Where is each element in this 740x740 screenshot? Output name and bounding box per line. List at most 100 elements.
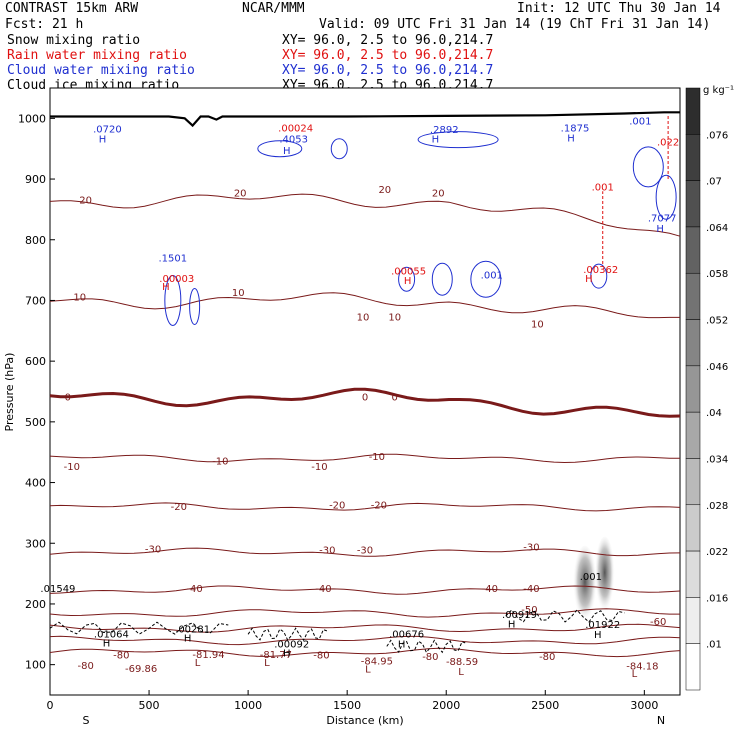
contour-label: -80	[313, 651, 329, 662]
contour-label: 10	[531, 320, 544, 331]
extremum-label: H	[404, 276, 412, 287]
y-tick-label: 400	[25, 477, 46, 490]
cloud-water-contour	[257, 140, 303, 158]
extremum-label: L	[365, 665, 371, 676]
isotherm-m70	[49, 635, 681, 646]
extremum-label: .4053	[279, 135, 308, 146]
contour-label: -80	[539, 652, 555, 663]
contour-label: -30	[145, 544, 161, 555]
terrain-line	[50, 111, 680, 128]
contour-label: 0	[392, 393, 398, 404]
cloud-water-contour	[330, 138, 348, 160]
extremum-label: -84.95	[361, 657, 393, 668]
cloud-water-contour	[470, 260, 502, 298]
isotherm-m80	[49, 647, 681, 658]
colorbar-segment	[685, 226, 701, 274]
cloud-ice-contour	[505, 609, 625, 623]
extremum-label: L	[264, 658, 270, 669]
isotherm-m20	[49, 502, 681, 512]
x-tick-label: 0	[47, 699, 54, 712]
contour-label: -80	[422, 652, 438, 663]
extremum-label: -69.86	[125, 664, 157, 675]
colorbar-segment	[685, 597, 701, 644]
colorbar-segment	[685, 180, 701, 228]
axes: 0 500 1000 1500 2000 2500 30001002003004005006…	[18, 112, 658, 712]
contour-label: 10	[357, 312, 370, 323]
colorbar-segment	[685, 411, 701, 459]
x-tick-label: 3000	[630, 699, 658, 712]
extremum-label: -84.18	[626, 661, 658, 672]
contour-label: 10	[73, 292, 86, 303]
y-tick-label: 300	[25, 537, 46, 550]
extremum-label: H	[508, 620, 516, 631]
contour-label: 20	[234, 189, 247, 200]
contour-label: 10	[232, 288, 245, 299]
cloud-ice-contour	[247, 627, 328, 642]
colorbar-segment	[685, 134, 701, 181]
contour-label: -30	[523, 542, 539, 553]
extremum-label: .022	[657, 138, 679, 149]
y-tick-label: 700	[25, 294, 46, 307]
colorbar-tick-label: .034	[706, 454, 728, 465]
extremum-label: H	[585, 274, 593, 285]
extremum-label: H	[567, 133, 575, 144]
colorbar-segment	[685, 319, 701, 367]
extremum-label: .001	[629, 116, 651, 127]
colorbar-segment	[685, 550, 701, 598]
x-end-label-south: S	[83, 714, 90, 727]
y-tick-label: 200	[25, 598, 46, 611]
extremum-label: -88.59	[446, 657, 478, 668]
contour-label: -30	[357, 546, 373, 557]
cloud-water-contour	[398, 266, 416, 292]
extremum-label: .00362	[583, 265, 618, 276]
field-legend: Snow mixing ratio XY= 96.0, 2.5 to 96.0,2…	[7, 33, 493, 93]
contour-label: -40	[523, 584, 539, 595]
contour-label: -40	[315, 584, 331, 595]
isotherm-10	[49, 292, 680, 319]
contour-label: -10	[311, 462, 327, 473]
extremum-label: .01922	[585, 620, 620, 631]
x-end-label-north: N	[657, 714, 665, 727]
extremum-label: H	[283, 649, 291, 660]
colorbar-tick-label: .016	[706, 593, 728, 604]
extremum-label: .1875	[561, 124, 590, 135]
contour-label: -40	[482, 584, 498, 595]
x-tick-label: 1000	[234, 699, 262, 712]
colorbar-segment	[685, 365, 701, 413]
colorbar-segment	[685, 504, 701, 552]
y-tick-label: 800	[25, 234, 46, 247]
y-tick-label: 500	[25, 416, 46, 429]
extremum-label: .00003	[159, 274, 194, 285]
extremum-label: .1501	[159, 254, 188, 265]
extremum-label: H	[594, 630, 602, 641]
extremum-label: .001	[592, 183, 614, 194]
field-name: Rain water mixing ratio	[7, 48, 187, 63]
isotherm-m30	[49, 547, 681, 557]
cloud-ice-contour	[49, 621, 229, 635]
header-model: CONTRAST 15km ARW	[5, 1, 138, 16]
contour-label: -80	[113, 651, 129, 662]
colorbar-tick-label: .01	[706, 640, 722, 651]
colorbar-tick-label: .046	[706, 362, 728, 373]
contour-label: -10	[369, 452, 385, 463]
field-xy: XY= 96.0, 2.5 to 96.0,214.7	[282, 33, 493, 48]
extremum-label: -81.94	[192, 650, 224, 661]
colorbar-tick-label: .022	[706, 547, 728, 558]
colorbar-tick-label: .07	[706, 177, 722, 188]
extremum-label: .001	[580, 572, 602, 583]
contour-label: 0	[65, 393, 71, 404]
isotherm-m40	[49, 585, 681, 595]
header-init-time: Init: 12 UTC Thu 30 Jan 14	[517, 1, 721, 16]
contour-label: -60	[650, 617, 666, 628]
extremum-label: H	[656, 224, 664, 235]
header-valid-time: Valid: 09 UTC Fri 31 Jan 14 (19 ChT Fri …	[319, 17, 710, 32]
y-tick-label: 900	[25, 173, 46, 186]
isotherm-m50	[49, 608, 680, 618]
y-tick-label: 600	[25, 355, 46, 368]
contour-label: -20	[371, 501, 387, 512]
contour-label: 0	[362, 393, 368, 404]
colorbar-segment	[685, 643, 701, 691]
cloud-ice-contour	[386, 639, 467, 654]
extremum-label: H	[283, 146, 291, 157]
